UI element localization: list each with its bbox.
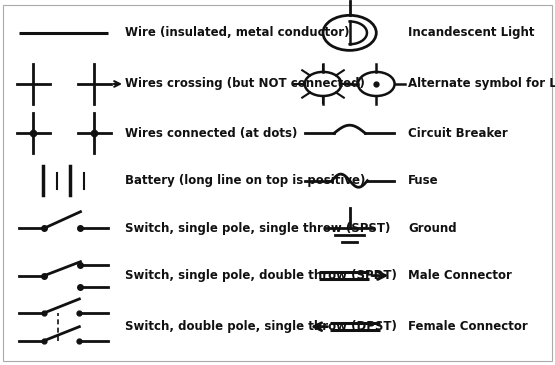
Text: Battery (long line on top is positive): Battery (long line on top is positive) [125,174,365,187]
Text: Wires connected (at dots): Wires connected (at dots) [125,127,297,140]
Text: Circuit Breaker: Circuit Breaker [408,127,508,140]
Text: Wires crossing (but NOT connected): Wires crossing (but NOT connected) [125,77,365,91]
Text: Switch, double pole, single throw (DPST): Switch, double pole, single throw (DPST) [125,320,397,333]
Text: Switch, single pole, double throw (SPDT): Switch, single pole, double throw (SPDT) [125,269,397,282]
Text: Alternate symbol for Light: Alternate symbol for Light [408,77,555,91]
Text: Male Connector: Male Connector [408,269,512,282]
Text: Female Connector: Female Connector [408,320,528,333]
Text: Switch, single pole, single throw (SPST): Switch, single pole, single throw (SPST) [125,222,390,235]
Text: Wire (insulated, metal conductor): Wire (insulated, metal conductor) [125,26,350,39]
Text: Ground: Ground [408,222,457,235]
Text: Fuse: Fuse [408,174,438,187]
Text: Incandescent Light: Incandescent Light [408,26,534,39]
